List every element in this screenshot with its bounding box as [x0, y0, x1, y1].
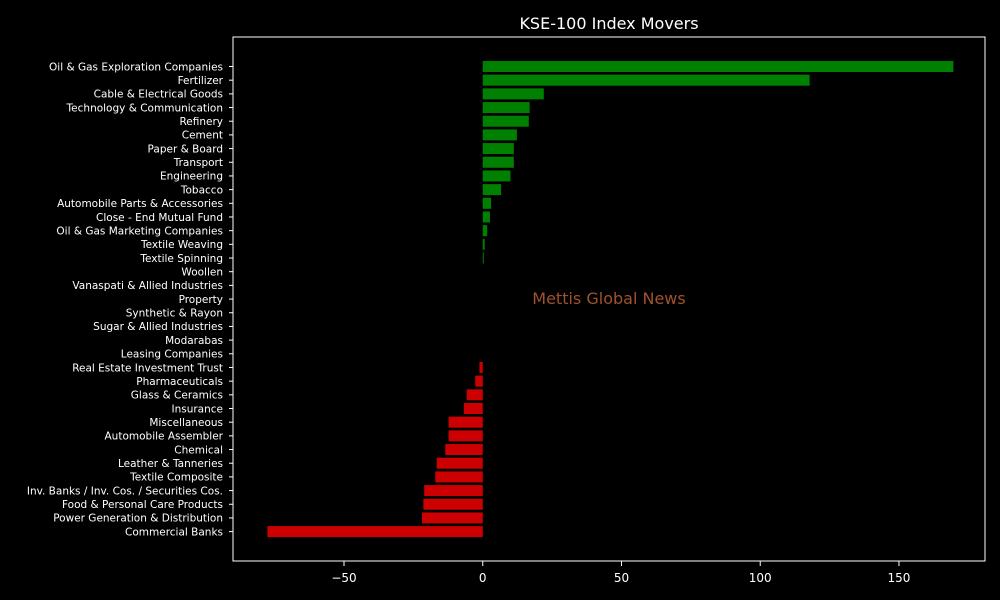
bar-14	[482, 252, 484, 264]
category-label: Real Estate Investment Trust	[72, 362, 223, 374]
x-tick-label: 150	[888, 571, 911, 585]
bar-2	[482, 88, 544, 100]
category-label: Inv. Banks / Inv. Cos. / Securities Cos.	[27, 485, 223, 497]
bar-6	[482, 143, 514, 155]
bar-22	[479, 361, 483, 373]
category-label: Oil & Gas Exploration Companies	[49, 61, 223, 73]
bar-12	[482, 225, 488, 237]
category-label: Glass & Ceramics	[131, 390, 223, 402]
category-label: Commercial Banks	[125, 526, 223, 538]
bar-23	[475, 375, 483, 387]
category-label: Technology & Communication	[66, 102, 223, 114]
category-label: Vanaspati & Allied Industries	[72, 280, 223, 292]
category-label: Fertilizer	[178, 75, 224, 87]
bars-group	[267, 61, 954, 538]
bar-33	[421, 512, 483, 524]
x-tick-label: 0	[479, 571, 487, 585]
watermark-text: Mettis Global News	[532, 289, 685, 308]
category-label: Automobile Assembler	[105, 431, 224, 443]
bar-25	[463, 403, 483, 414]
bar-30	[435, 471, 483, 483]
category-label: Power Generation & Distribution	[53, 513, 223, 525]
bar-13	[482, 238, 485, 250]
chart-title: KSE-100 Index Movers	[519, 14, 698, 33]
bar-29	[436, 457, 483, 469]
category-label: Cement	[182, 130, 223, 142]
x-tick-label: −50	[331, 571, 356, 585]
category-label: Pharmaceuticals	[136, 376, 223, 388]
bar-8	[482, 170, 511, 182]
category-label: Refinery	[179, 116, 223, 128]
category-label: Paper & Board	[148, 143, 223, 155]
bar-28	[445, 444, 483, 456]
category-label: Tobacco	[180, 184, 223, 196]
x-tick-label: 50	[614, 571, 629, 585]
bar-7	[482, 156, 514, 168]
x-tick-label: 100	[749, 571, 772, 585]
bar-24	[466, 389, 483, 401]
bar-31	[424, 485, 483, 497]
bar-9	[482, 184, 502, 196]
category-label: Leather & Tanneries	[118, 458, 223, 470]
x-axis-ticks: −50 0 50 100 150	[331, 561, 910, 585]
category-label: Woollen	[181, 267, 223, 279]
bar-34	[267, 526, 483, 538]
category-label: Modarabas	[165, 335, 223, 347]
bar-26	[448, 416, 483, 428]
bar-0	[482, 61, 954, 72]
bar-32	[423, 498, 483, 510]
category-label: Engineering	[160, 171, 223, 183]
category-label: Leasing Companies	[121, 349, 223, 361]
category-label: Cable & Electrical Goods	[94, 89, 223, 101]
category-label: Insurance	[171, 403, 223, 415]
category-label: Textile Spinning	[139, 253, 223, 265]
category-label: Automobile Parts & Accessories	[57, 198, 223, 210]
category-label: Oil & Gas Marketing Companies	[56, 225, 223, 237]
category-label: Synthetic & Rayon	[126, 308, 223, 320]
category-label: Sugar & Allied Industries	[93, 321, 223, 333]
category-label: Textile Weaving	[140, 239, 223, 251]
category-label: Miscellaneous	[149, 417, 223, 429]
category-label: Chemical	[174, 444, 223, 456]
category-labels: Oil & Gas Exploration Companies Fertilize…	[27, 61, 233, 538]
bar-5	[482, 129, 517, 141]
category-label: Close - End Mutual Fund	[96, 212, 223, 224]
category-label: Textile Composite	[129, 472, 223, 484]
category-label: Transport	[173, 157, 223, 169]
bar-4	[482, 115, 529, 127]
category-label: Food & Personal Care Products	[62, 499, 223, 511]
bar-1	[482, 74, 810, 86]
bar-10	[482, 197, 492, 209]
bar-27	[448, 430, 483, 442]
category-label: Property	[179, 294, 223, 306]
bar-3	[482, 102, 530, 114]
bar-11	[482, 211, 490, 223]
